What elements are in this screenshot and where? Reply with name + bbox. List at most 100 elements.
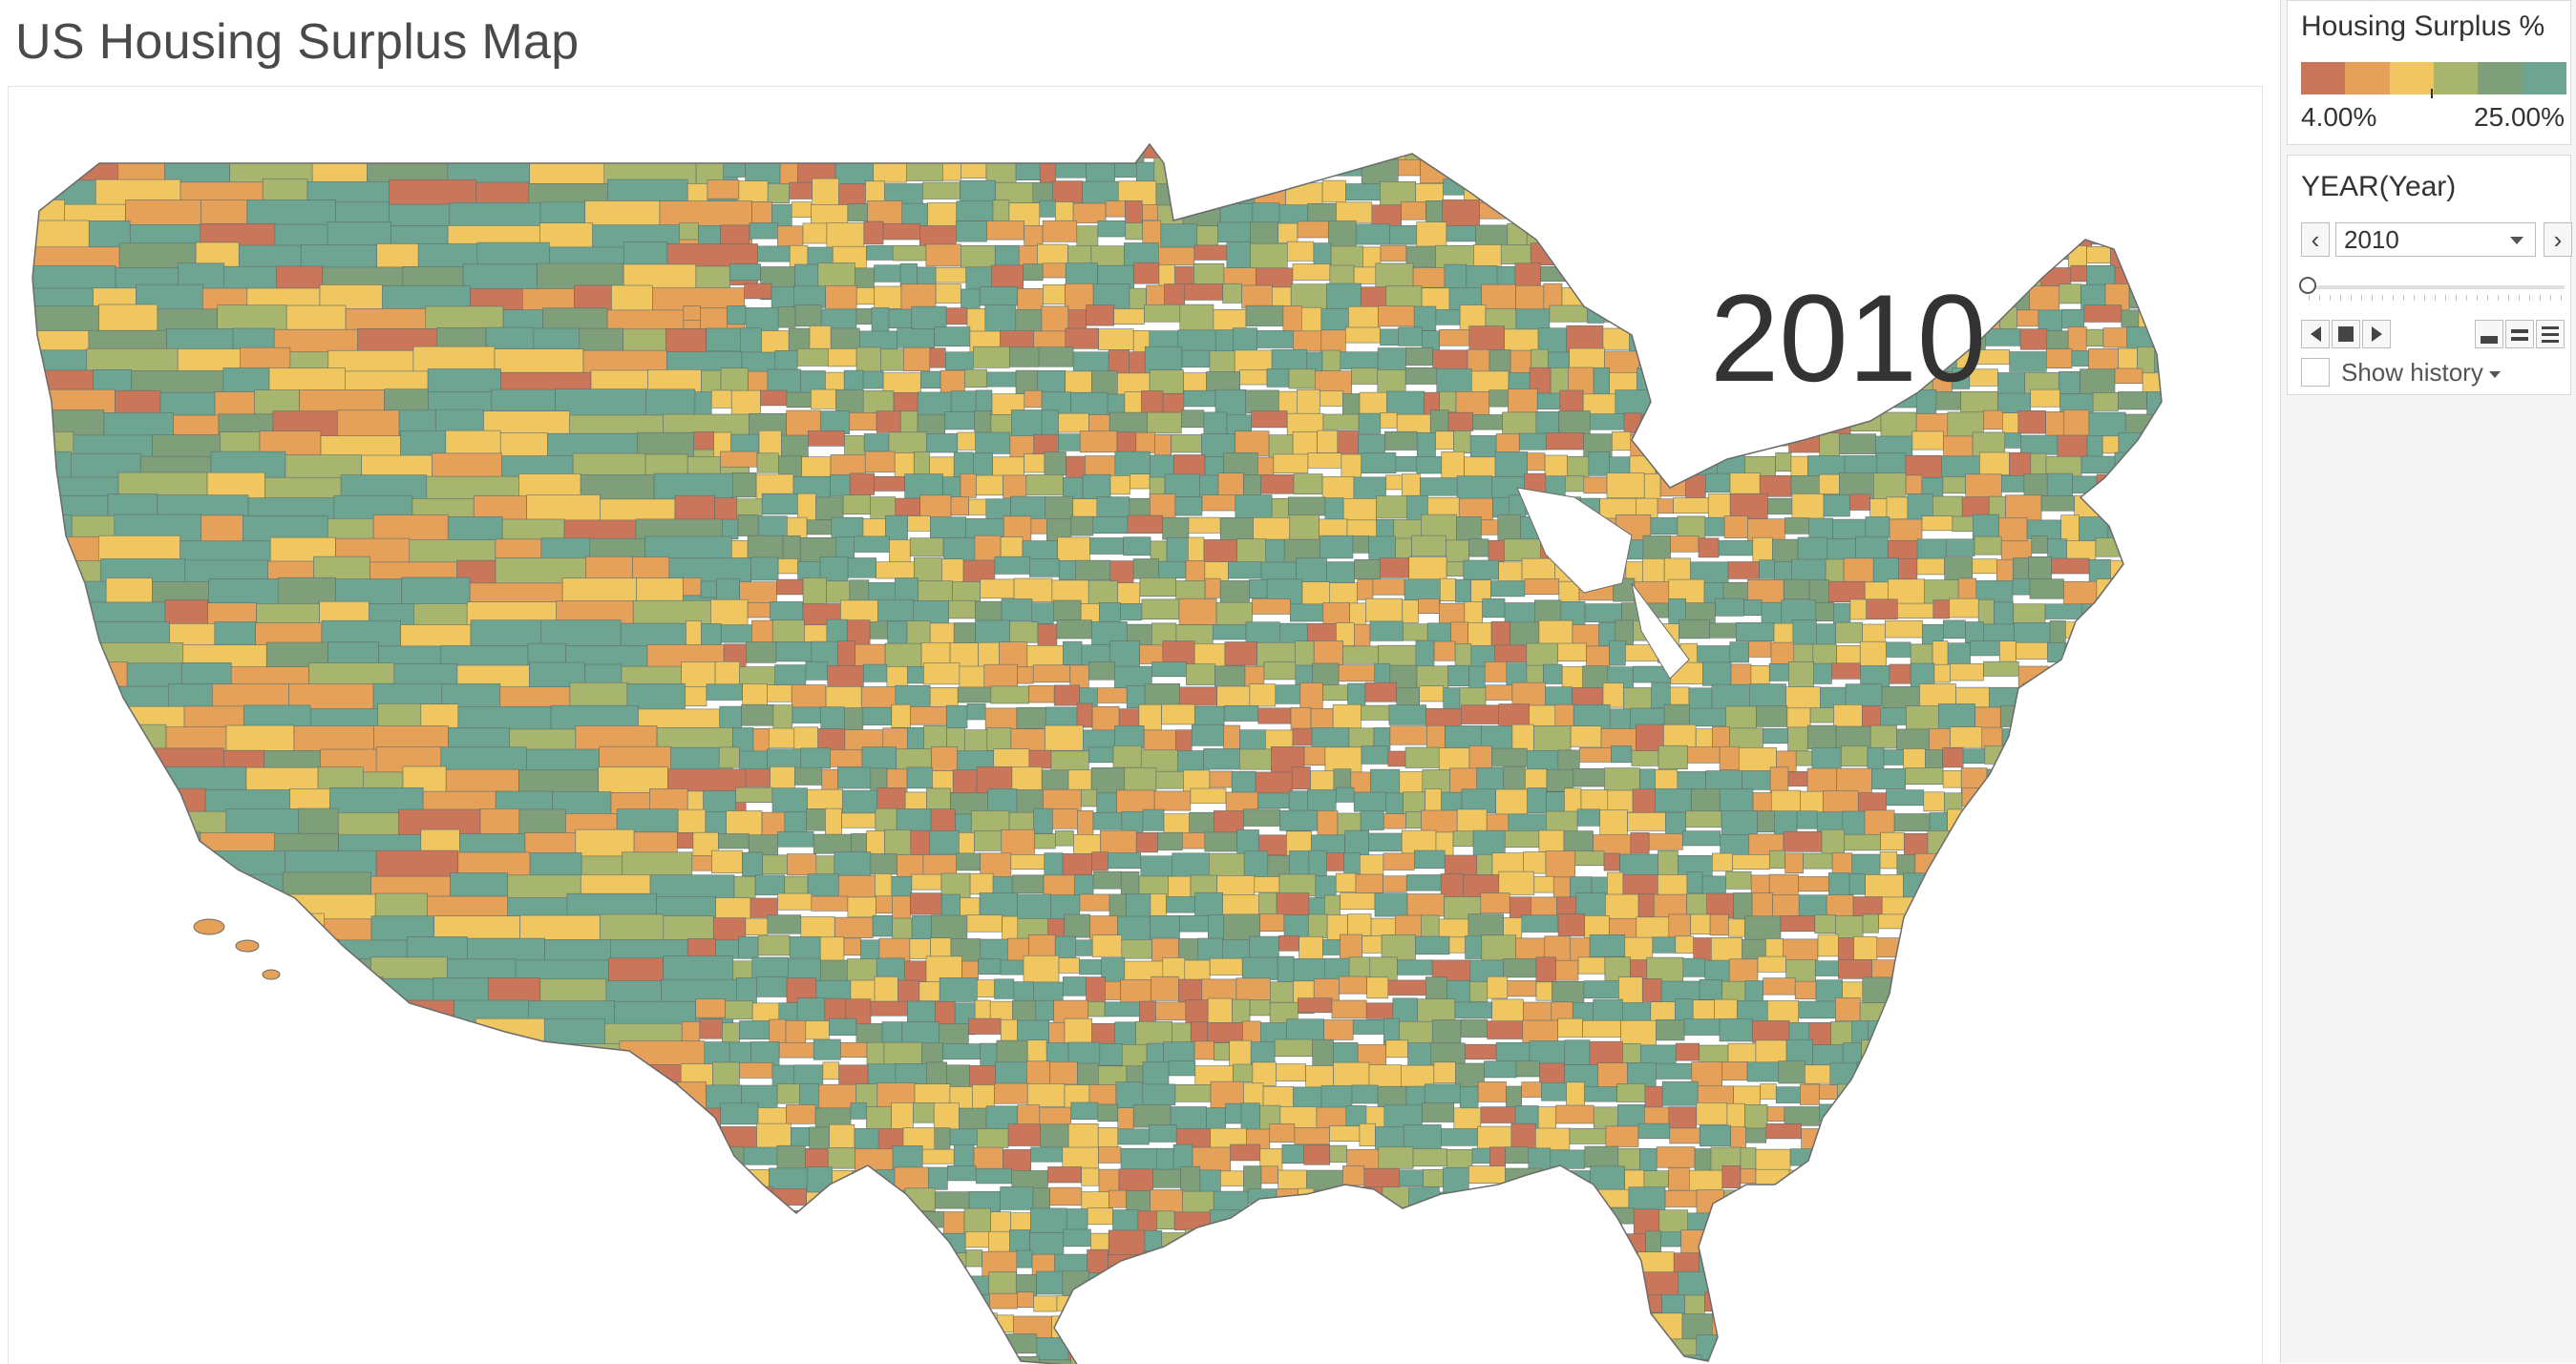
show-history-label[interactable]: Show history — [2341, 358, 2501, 388]
county-cell — [1676, 1043, 1700, 1060]
county-cell — [1448, 412, 1473, 430]
county-cell — [1500, 137, 1517, 155]
county-cell — [1744, 599, 1762, 615]
county-cell — [2147, 956, 2168, 979]
county-cell — [820, 937, 844, 963]
play-forward-button[interactable] — [2362, 320, 2391, 348]
speed-fast-button[interactable] — [2536, 320, 2565, 348]
county-cell — [1807, 725, 1836, 749]
county-cell — [78, 662, 127, 735]
county-cell — [750, 898, 778, 917]
county-cell — [2140, 977, 2166, 1002]
county-cell — [1348, 914, 1372, 936]
county-cell — [2062, 1229, 2094, 1252]
county-cell — [1961, 977, 1994, 994]
year-slider-handle[interactable] — [2299, 277, 2316, 294]
county-cell — [922, 182, 960, 199]
county-cell — [2087, 1065, 2118, 1092]
stop-button[interactable] — [2332, 320, 2360, 348]
county-cell — [562, 1103, 655, 1146]
county-cell — [1964, 139, 1993, 166]
county-cell — [1723, 582, 1748, 599]
county-cell — [2068, 790, 2097, 805]
county-cell — [2013, 813, 2040, 840]
county-cell — [1927, 1085, 1965, 1114]
county-cell — [1343, 646, 1379, 663]
county-cell — [1322, 940, 1340, 955]
county-cell — [2163, 1335, 2183, 1353]
show-history-checkbox[interactable] — [2301, 358, 2330, 387]
county-cell — [2161, 579, 2192, 604]
county-cell — [247, 1270, 323, 1309]
county-cell — [980, 893, 1018, 919]
county-cell — [2167, 244, 2196, 263]
county-cell — [2136, 178, 2164, 195]
county-cell — [957, 201, 993, 221]
county-cell — [1969, 1022, 2005, 1055]
county-cell — [1080, 431, 1117, 452]
county-cell — [742, 704, 773, 725]
previous-year-button[interactable]: ‹ — [2301, 222, 2330, 257]
county-cell — [795, 264, 818, 287]
county-cell — [1933, 1312, 1950, 1329]
county-cell — [2123, 874, 2158, 905]
county-cell — [863, 664, 887, 682]
speed-medium-button[interactable] — [2505, 320, 2534, 348]
county-cell — [1375, 1294, 1399, 1316]
county-cell — [1733, 201, 1760, 220]
county-cell — [1295, 1127, 1330, 1144]
county-cell — [1700, 179, 1728, 199]
county-cell — [1110, 475, 1130, 494]
county-cell — [1612, 745, 1632, 762]
county-cell — [259, 1127, 314, 1184]
county-cell — [1665, 1190, 1697, 1207]
play-backward-button[interactable] — [2301, 320, 2330, 348]
county-cell — [904, 1339, 923, 1364]
county-cell — [1029, 750, 1051, 768]
county-cell — [834, 917, 873, 938]
county-cell — [1880, 1254, 1908, 1283]
county-cell — [2034, 853, 2062, 872]
county-cell — [1232, 158, 1252, 182]
county-cell — [2050, 1168, 2080, 1191]
county-cell — [2068, 1294, 2084, 1320]
county-cell — [1833, 1207, 1863, 1238]
speed-slow-button[interactable] — [2475, 320, 2503, 348]
county-cell — [1573, 1274, 1599, 1299]
county-cell — [908, 666, 924, 683]
county-cell — [1036, 1000, 1054, 1020]
county-cell — [806, 1229, 839, 1252]
county-cell — [2134, 767, 2167, 796]
county-cell — [1763, 978, 1796, 995]
county-cell — [1008, 136, 1045, 162]
county-cell — [2133, 1104, 2151, 1132]
county-cell — [1922, 516, 1953, 531]
county-cell — [1412, 535, 1446, 556]
county-cell — [1790, 203, 1821, 232]
year-slider-track[interactable] — [2309, 285, 2565, 289]
county-cell — [1504, 539, 1540, 561]
county-cell — [811, 389, 835, 409]
county-cell — [2056, 999, 2080, 1020]
county-cell — [2038, 1105, 2064, 1123]
county-cell — [2014, 1292, 2045, 1313]
county-cell — [117, 1231, 203, 1269]
county-cell — [935, 327, 970, 346]
county-cell — [966, 1250, 982, 1268]
county-cell — [866, 245, 893, 260]
county-cell — [1220, 517, 1253, 542]
county-cell — [1397, 688, 1420, 708]
county-cell — [1057, 1296, 1094, 1312]
county-cell — [1702, 662, 1731, 685]
county-cell — [923, 662, 960, 684]
county-cell — [1014, 578, 1052, 602]
county-cell — [1143, 1084, 1175, 1105]
county-cell — [2161, 812, 2185, 827]
year-dropdown[interactable]: 2010 — [2335, 222, 2536, 257]
county-cell — [1075, 560, 1110, 580]
map-view[interactable]: 2010 — [8, 86, 2263, 1364]
next-year-button[interactable]: › — [2544, 222, 2572, 257]
county-cell — [1882, 163, 1908, 178]
county-cell — [1024, 390, 1042, 408]
county-cell — [1638, 893, 1654, 920]
